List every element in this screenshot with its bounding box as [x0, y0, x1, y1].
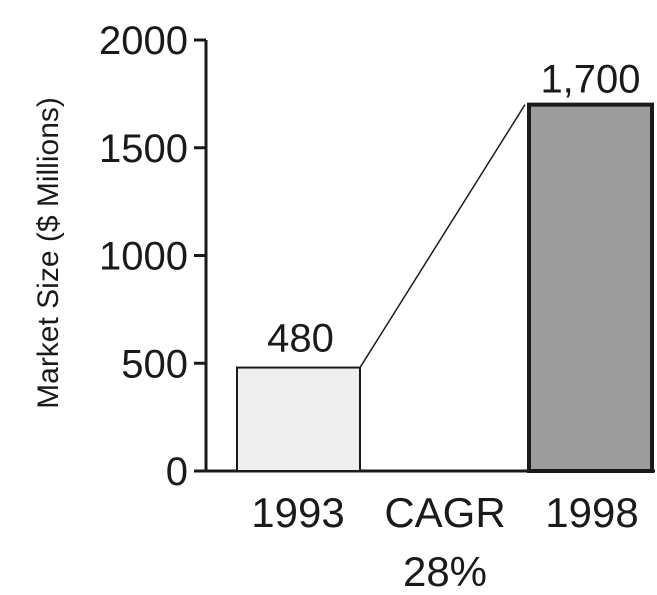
data-label-1993: 480: [267, 317, 334, 361]
category-label-1998: 1998: [545, 489, 638, 536]
y-tick-label: 1500: [99, 127, 188, 171]
bar-1993: [236, 366, 361, 472]
y-tick-label: 1000: [99, 235, 188, 279]
cagr-connector-line: [359, 104, 526, 368]
category-label-1993: 1993: [251, 489, 344, 536]
y-tick-label: 0: [166, 450, 188, 494]
cagr-label: CAGR: [384, 489, 505, 536]
y-axis-label: Market Size ($ Millions): [32, 97, 65, 409]
cagr-value: 28%: [403, 548, 487, 595]
y-tick-group: 0 500 1000 1500 2000: [99, 19, 206, 494]
bar-1998: [527, 102, 654, 474]
y-tick-label: 2000: [99, 19, 188, 63]
bar-group: [236, 102, 654, 474]
data-label-1998: 1,700: [540, 58, 640, 102]
y-tick-label: 500: [121, 342, 188, 386]
